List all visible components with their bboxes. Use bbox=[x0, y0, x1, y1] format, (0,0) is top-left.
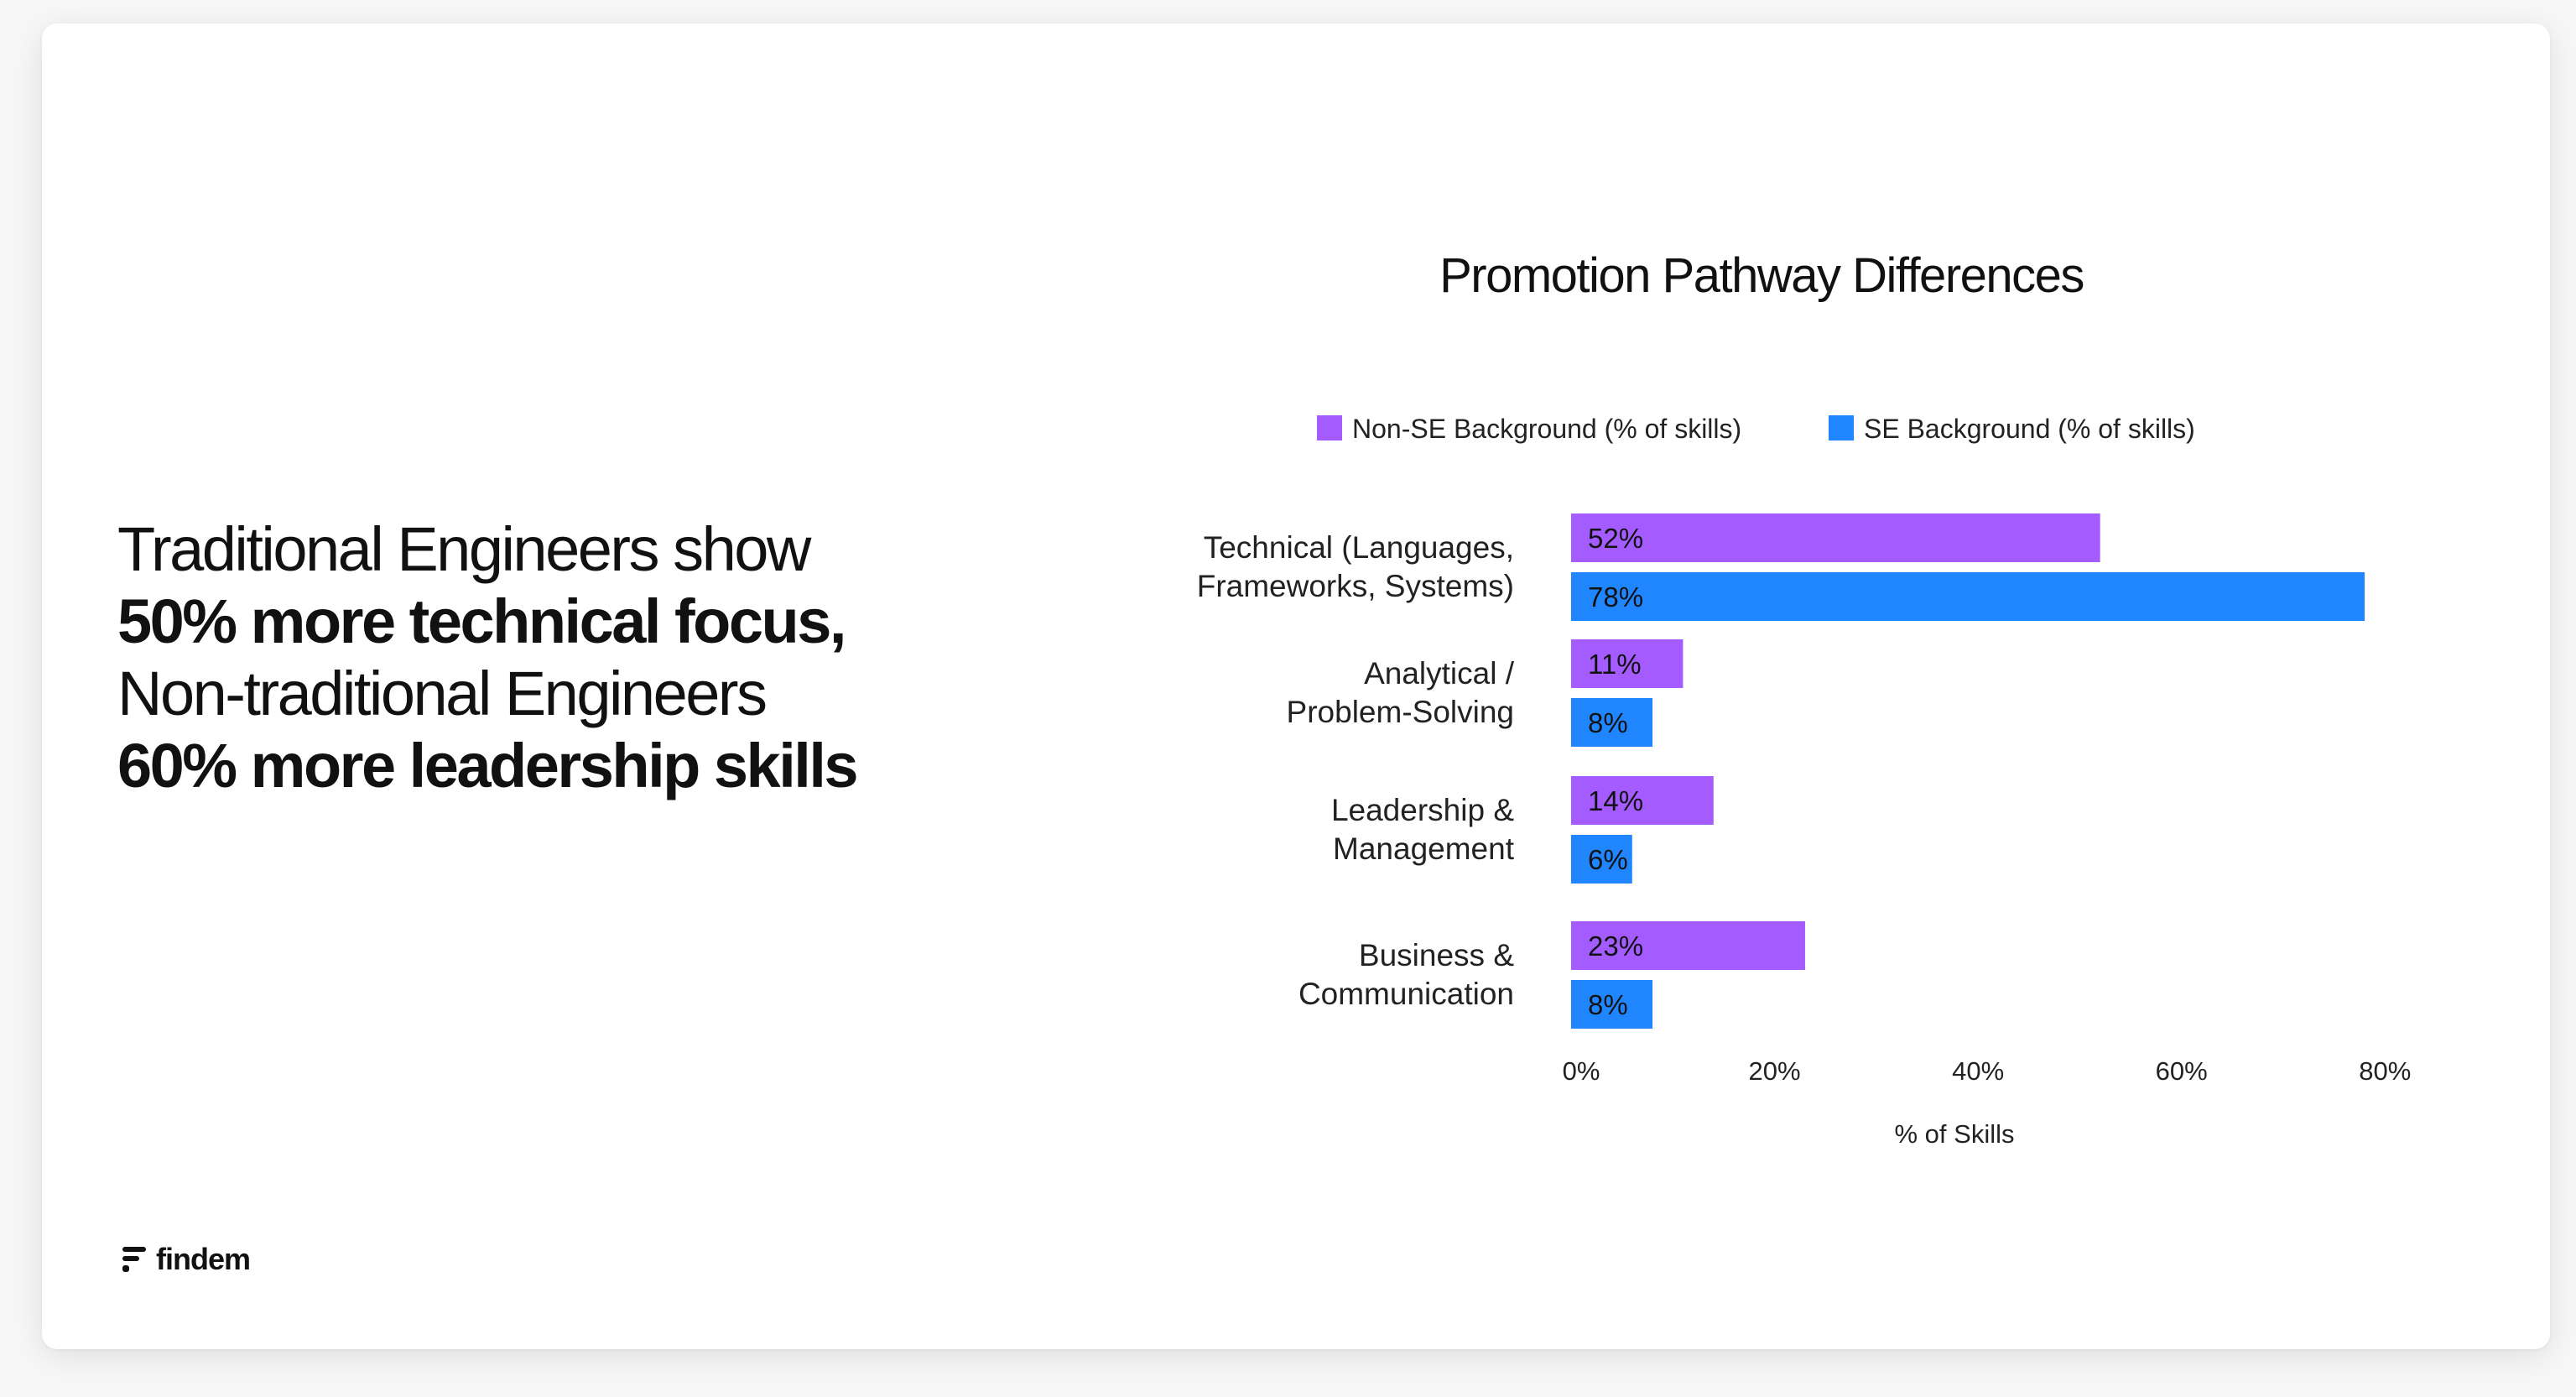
headline-line-4: 60% more leadership skills bbox=[117, 731, 859, 800]
data-label-se-0: 78% bbox=[1588, 581, 1643, 612]
category-label-3-line-1: Communication bbox=[1298, 977, 1514, 1011]
legend-item-se-label: SE Background (% of skills) bbox=[1864, 414, 2195, 444]
data-label-non-se-2: 14% bbox=[1588, 785, 1643, 816]
findem-wordmark: findem bbox=[156, 1242, 251, 1276]
headline-line-3: Non-traditional Engineers bbox=[117, 659, 768, 728]
bar-se-0 bbox=[1571, 572, 2365, 621]
bar-non-se-0 bbox=[1571, 513, 2100, 562]
data-label-se-1: 8% bbox=[1588, 707, 1628, 738]
headline-line-1: Traditional Engineers show bbox=[117, 514, 811, 584]
x-tick-label-2: 40% bbox=[1952, 1056, 2004, 1086]
data-label-non-se-3: 23% bbox=[1588, 930, 1643, 962]
data-label-non-se-1: 11% bbox=[1588, 649, 1642, 680]
x-axis-label: % of Skills bbox=[1895, 1119, 2015, 1149]
x-tick-label-0: 0% bbox=[1563, 1056, 1600, 1086]
x-tick-label-3: 60% bbox=[2156, 1056, 2208, 1086]
legend-item-se-swatch bbox=[1829, 415, 1854, 440]
category-label-0-line-1: Frameworks, Systems) bbox=[1197, 569, 1514, 603]
category-label-2-line-0: Leadership & bbox=[1331, 793, 1514, 827]
bar-non-se-2 bbox=[1571, 776, 1714, 825]
bar-se-3 bbox=[1571, 980, 1653, 1029]
category-label-1-line-1: Problem-Solving bbox=[1287, 695, 1514, 729]
bar-non-se-3 bbox=[1571, 921, 1805, 970]
findem-logo-icon bbox=[122, 1247, 146, 1272]
bar-non-se-1 bbox=[1571, 639, 1684, 688]
bar-se-2 bbox=[1571, 835, 1632, 884]
findem-logo: findem bbox=[122, 1242, 251, 1277]
legend-item-non-se-swatch bbox=[1317, 415, 1342, 440]
data-label-se-3: 8% bbox=[1588, 989, 1628, 1020]
legend-item-non-se-label: Non-SE Background (% of skills) bbox=[1352, 414, 1741, 444]
category-label-3-line-0: Business & bbox=[1359, 938, 1514, 972]
data-label-non-se-0: 52% bbox=[1588, 523, 1643, 554]
slide-card bbox=[42, 23, 2550, 1349]
category-label-2-line-1: Management bbox=[1333, 831, 1515, 866]
category-label-1-line-0: Analytical / bbox=[1364, 656, 1515, 691]
bar-se-1 bbox=[1571, 698, 1653, 747]
category-label-0-line-0: Technical (Languages, bbox=[1204, 530, 1514, 565]
x-tick-label-1: 20% bbox=[1749, 1056, 1801, 1086]
headline-line-2: 50% more technical focus, bbox=[117, 586, 846, 656]
data-label-se-2: 6% bbox=[1588, 844, 1628, 875]
headline: Traditional Engineers show 50% more tech… bbox=[117, 513, 1040, 802]
x-tick-label-4: 80% bbox=[2359, 1056, 2411, 1086]
chart-title: Promotion Pathway Differences bbox=[1439, 248, 2084, 303]
